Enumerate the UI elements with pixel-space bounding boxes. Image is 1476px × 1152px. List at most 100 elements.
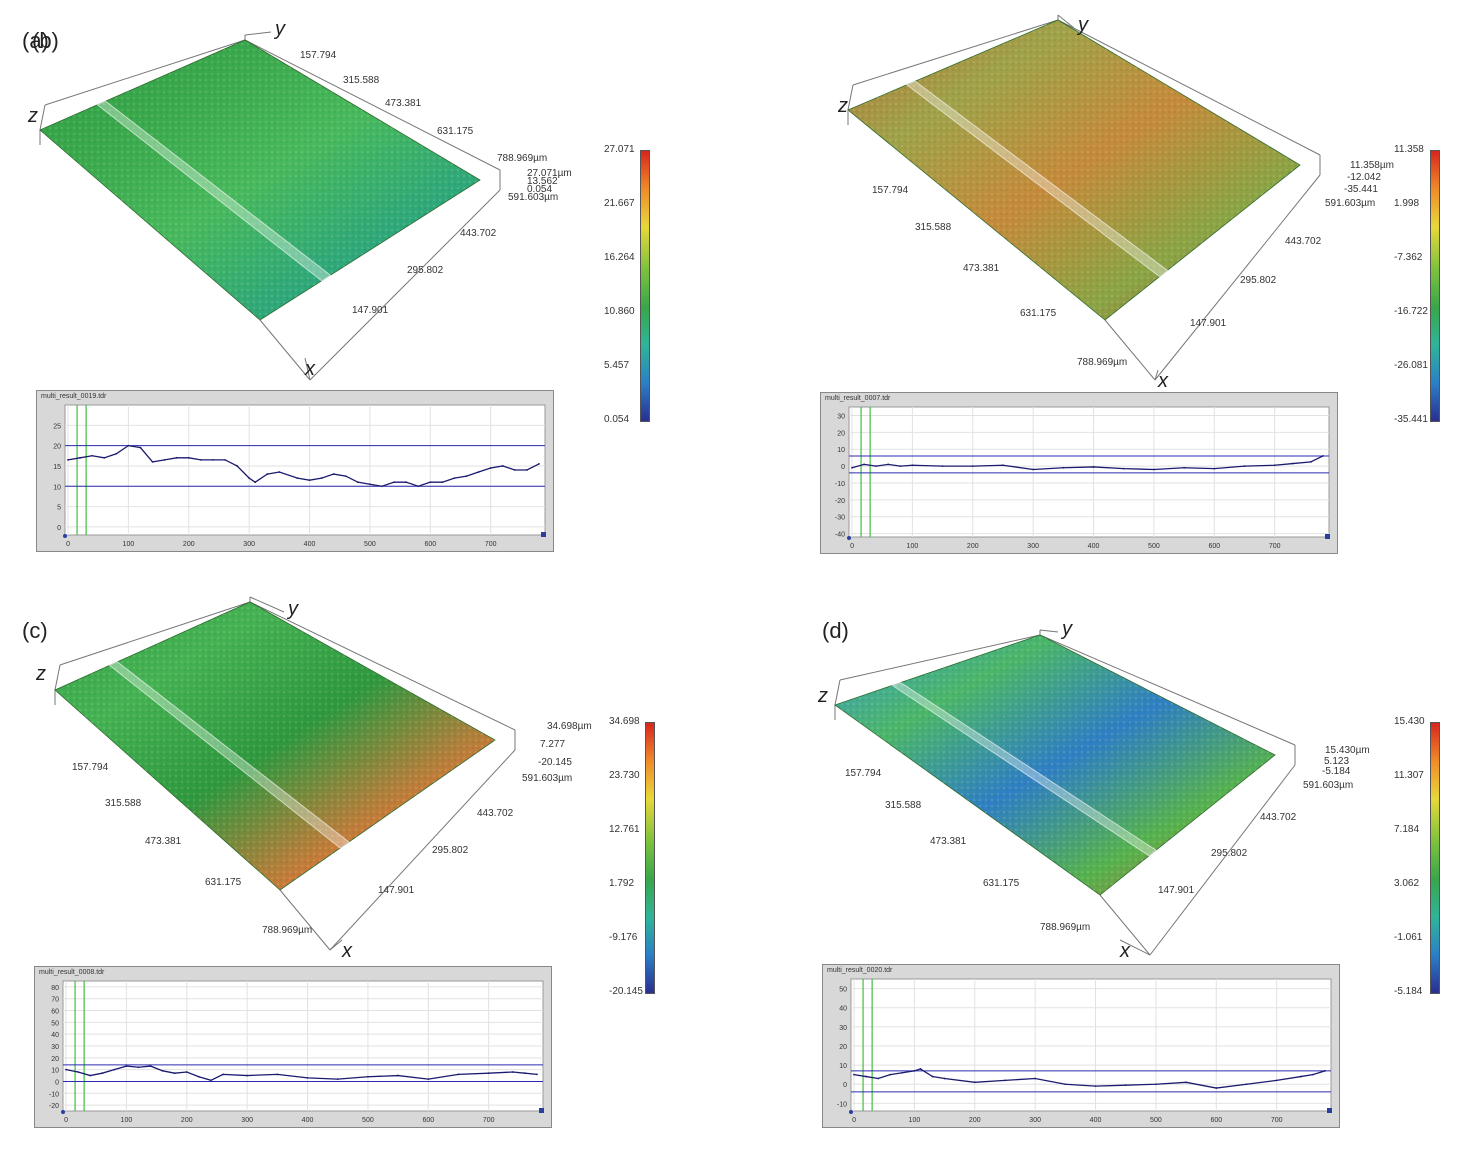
profile-point (889, 1073, 892, 1076)
y-tick-label: -30 (835, 515, 845, 522)
profile-point (971, 465, 974, 467)
x-tick-label: 500 (1148, 543, 1160, 550)
bounding-box-line (1154, 174, 1321, 381)
surface-y-tick: 315.588 (343, 75, 380, 86)
colorbar (1430, 722, 1440, 994)
x-tick-label: 500 (1150, 1117, 1162, 1124)
profile-point (913, 1069, 916, 1072)
profile-point (875, 465, 878, 467)
surface-z-tick: 591.603µm (1303, 780, 1354, 791)
profile-point (266, 473, 269, 475)
x-axis-letter: x (305, 358, 315, 380)
profile-point (1245, 1083, 1248, 1086)
profile-point (127, 444, 130, 447)
y-tick-label: 40 (51, 1032, 59, 1039)
profile-point (1299, 1075, 1302, 1078)
z-axis-letter: z (36, 663, 46, 685)
colorbar-tick: -16.722 (1394, 306, 1428, 317)
profile-title: multi_result_0008.tdr (39, 969, 105, 976)
bounding-box-line (39, 104, 46, 131)
y-tick-label: 20 (839, 1044, 847, 1051)
colorbar-tick: 23.730 (609, 770, 640, 781)
profile-point (513, 469, 516, 471)
profile-point (320, 477, 323, 480)
surface-z-tick: 591.603µm (508, 192, 559, 203)
bounding-box-line (44, 39, 246, 106)
y-tick-label: 0 (843, 1082, 847, 1089)
profile-point (332, 473, 335, 475)
x-axis-letter: x (1120, 940, 1130, 962)
surface-z-tick: 5.123 (1324, 756, 1350, 767)
profile-point (457, 1073, 460, 1076)
x-tick-label: 200 (181, 1117, 193, 1124)
y-axis-line (1039, 629, 1059, 633)
bounding-box-line (1039, 634, 1296, 746)
origin-handle (847, 536, 851, 540)
bounding-box-line (847, 84, 854, 111)
profile-point (248, 477, 251, 480)
surface-x-tick: 443.702 (460, 228, 497, 239)
panel-label: (d) (822, 618, 849, 643)
profile-point (1122, 467, 1125, 470)
profile-point (477, 471, 480, 473)
surface-texture-overlay (40, 40, 480, 320)
bounding-box-line (834, 679, 841, 706)
surface-x-tick: 147.901 (352, 305, 389, 316)
scroll-handle (1327, 1108, 1332, 1113)
surface-z-tick: -5.184 (1322, 766, 1351, 777)
y-tick-label: 80 (51, 985, 59, 992)
profile-point (1243, 465, 1246, 467)
surface-mesh (39, 39, 481, 321)
profile-point (173, 1072, 176, 1075)
colorbar-tick: 27.071 (604, 144, 635, 155)
surface-y-tick: 473.381 (385, 98, 422, 109)
colorbar-tick: 16.264 (604, 252, 635, 263)
surface-z-tick: -35.441 (1344, 184, 1378, 195)
x-tick-label: 100 (907, 543, 919, 550)
colorbar-tick: -9.176 (609, 932, 638, 943)
surface-z-tick: -20.145 (538, 757, 572, 768)
surface-x-tick: 295.802 (1240, 275, 1277, 286)
x-axis-letter: x (342, 940, 352, 962)
y-axis-line (1057, 14, 1075, 29)
profile-point (1034, 1077, 1037, 1080)
profile-point (175, 456, 178, 459)
colorbar-tick: -20.145 (609, 986, 643, 997)
profile-band (108, 661, 350, 849)
y-tick-label: 10 (837, 447, 845, 454)
surface-z-tick: 27.071µm (527, 168, 572, 179)
x-axis-line (329, 939, 343, 951)
y-tick-label: 70 (51, 997, 59, 1004)
x-tick-label: 700 (1269, 543, 1281, 550)
surface-z-tick: -12.042 (1347, 172, 1381, 183)
profile-point (441, 481, 444, 484)
z-axis-letter: z (838, 95, 848, 117)
surface-y-tick: 631.175 (983, 878, 1020, 889)
profile-point (296, 477, 299, 480)
profile-point (1215, 1087, 1218, 1089)
y-tick-label: 60 (51, 1009, 59, 1016)
profile-band (891, 682, 1157, 857)
z-axis-letter: z (28, 105, 38, 127)
bounding-box-line (309, 189, 501, 381)
profile-band (96, 100, 332, 282)
x-tick-label: 700 (483, 1117, 495, 1124)
scroll-handle (539, 1108, 544, 1113)
profile-point (65, 1068, 67, 1071)
surface-y-tick: 315.588 (105, 798, 142, 809)
x-tick-label: 0 (66, 541, 70, 548)
surface-y-tick: 631.175 (437, 126, 474, 137)
y-tick-label: 10 (839, 1063, 847, 1070)
scroll-handle (1325, 534, 1330, 539)
profile-point (369, 483, 371, 486)
x-tick-label: 400 (1090, 1117, 1102, 1124)
profile-series-line (65, 1065, 538, 1081)
colorbar-tick: 1.792 (609, 878, 635, 889)
colorbar-tick: 34.698 (609, 716, 640, 727)
profile-point (185, 1071, 188, 1073)
profile-point (501, 465, 504, 467)
profile-point (489, 467, 492, 469)
y-axis-letter: y (288, 598, 298, 620)
x-tick-label: 600 (424, 541, 436, 548)
